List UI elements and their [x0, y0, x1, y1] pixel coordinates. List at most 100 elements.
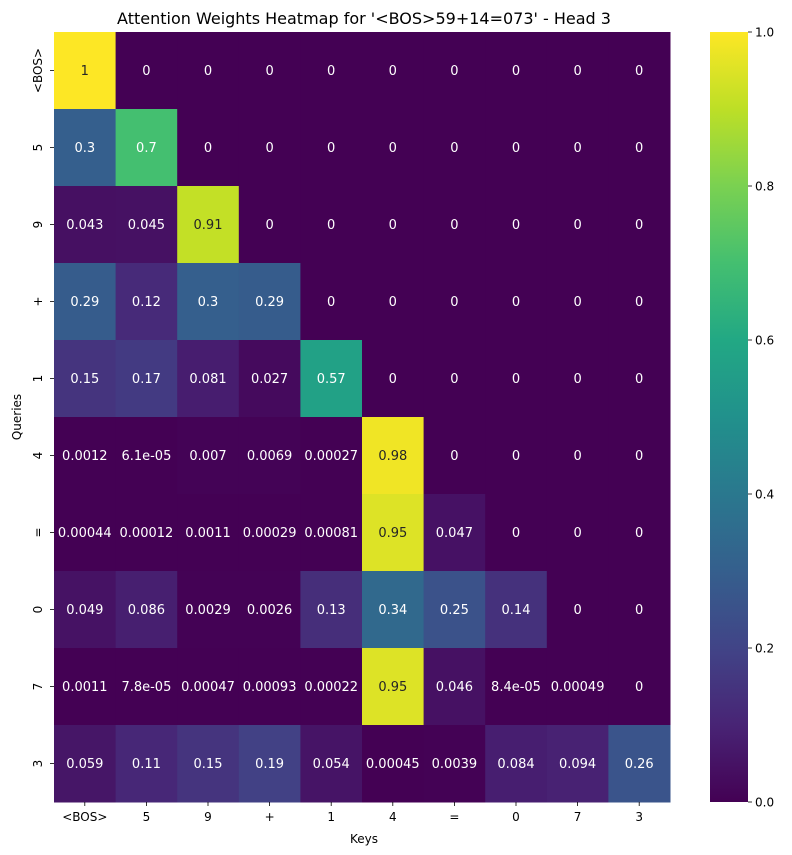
heatmap-cell — [485, 32, 548, 110]
cell-value-label: 0 — [204, 64, 212, 79]
heatmap-cell-labels: 1 0 0 0 0 0 0 0 0 0 0.3 0.7 0 0 0 0 0 0 0 0 0.043 0.045 0.91 0 0… — [58, 64, 654, 772]
heatmap-cell — [115, 417, 178, 495]
heatmap-cell — [54, 32, 117, 110]
cell-value-label: 0 — [512, 372, 520, 387]
y-tick-label: <BOS> — [31, 48, 45, 93]
x-tick-label: 0 — [512, 810, 520, 824]
cell-value-label: 0.0069 — [247, 449, 293, 464]
heatmap-cell — [546, 32, 609, 110]
heatmap-cell — [362, 186, 425, 264]
heatmap-cell — [300, 340, 363, 418]
heatmap-cell — [177, 109, 240, 187]
y-axis-ticks: <BOS> 5 9 +1 4 = 0 7 3 — [31, 48, 54, 767]
cell-value-label: 0 — [389, 64, 397, 79]
heatmap-cell — [485, 648, 548, 726]
heatmap-cell — [238, 263, 301, 341]
cell-value-label: 0.12 — [132, 295, 161, 310]
heatmap-cell — [608, 494, 671, 572]
heatmap-cell — [300, 571, 363, 649]
x-tick-label: = — [449, 810, 459, 824]
cell-value-label: 0.049 — [66, 603, 103, 618]
heatmap-cell — [423, 648, 486, 726]
cell-value-label: 0.95 — [378, 680, 407, 695]
heatmap-cell — [115, 725, 178, 803]
x-tick-label: 4 — [389, 810, 397, 824]
colorbar-tick-label: 0.2 — [755, 642, 774, 656]
x-tick-label: <BOS> — [62, 810, 107, 824]
cell-value-label: 0.13 — [317, 603, 346, 618]
cell-value-label: 0 — [635, 141, 643, 156]
heatmap-cell — [300, 32, 363, 110]
cell-value-label: 0.19 — [255, 757, 284, 772]
chart-title: Attention Weights Heatmap for '<BOS>59+1… — [117, 9, 611, 28]
heatmap-cell — [423, 340, 486, 418]
heatmap-cell — [54, 725, 117, 803]
cell-value-label: 0 — [389, 141, 397, 156]
heatmap-cell — [300, 494, 363, 572]
cell-value-label: 0.26 — [625, 757, 654, 772]
colorbar-tick-label: 0.6 — [755, 334, 774, 348]
cell-value-label: 0 — [450, 141, 458, 156]
y-tick-label: 3 — [31, 760, 45, 768]
cell-value-label: 0.047 — [436, 526, 473, 541]
cell-value-label: 0.3 — [74, 141, 95, 156]
heatmap-cell — [177, 32, 240, 110]
cell-value-label: 0 — [450, 64, 458, 79]
heatmap-cell — [362, 263, 425, 341]
colorbar-tick-label: 0.0 — [755, 796, 774, 810]
cell-value-label: 0.7 — [136, 141, 157, 156]
heatmap-cell — [485, 725, 548, 803]
cell-value-label: 0.29 — [255, 295, 284, 310]
heatmap-cells — [54, 32, 671, 803]
y-axis-label: Queries — [10, 394, 24, 440]
cell-value-label: 0 — [389, 295, 397, 310]
x-tick-label: 3 — [635, 810, 643, 824]
heatmap-cell — [238, 417, 301, 495]
colorbar-tick-label: 0.4 — [755, 488, 774, 502]
cell-value-label: 0.045 — [128, 218, 165, 233]
heatmap-cell — [546, 263, 609, 341]
cell-value-label: 0.14 — [502, 603, 531, 618]
cell-value-label: 0.007 — [189, 449, 226, 464]
cell-value-label: 0.081 — [189, 372, 226, 387]
heatmap-cell — [546, 571, 609, 649]
cell-value-label: 0 — [142, 64, 150, 79]
heatmap-cell — [238, 32, 301, 110]
colorbar-tick-label: 1.0 — [755, 26, 774, 40]
cell-value-label: 0.00047 — [181, 680, 235, 695]
cell-value-label: 0.046 — [436, 680, 473, 695]
x-axis-ticks: <BOS> 5 9 +1 4 = 0 7 3 — [62, 802, 643, 824]
cell-value-label: 0.17 — [132, 372, 161, 387]
x-tick-label: 1 — [327, 810, 335, 824]
heatmap-cell — [177, 725, 240, 803]
x-tick-label: 5 — [143, 810, 151, 824]
heatmap-cell — [115, 263, 178, 341]
heatmap-cell — [485, 571, 548, 649]
heatmap-cell — [54, 571, 117, 649]
cell-value-label: 0 — [512, 449, 520, 464]
cell-value-label: 0 — [450, 449, 458, 464]
cell-value-label: 0 — [573, 141, 581, 156]
cell-value-label: 0 — [512, 141, 520, 156]
cell-value-label: 0 — [635, 372, 643, 387]
heatmap-cell — [608, 186, 671, 264]
heatmap-cell — [177, 648, 240, 726]
heatmap-cell — [300, 186, 363, 264]
cell-value-label: 0.027 — [251, 372, 288, 387]
y-tick-label: 5 — [31, 144, 45, 152]
heatmap-cell — [608, 571, 671, 649]
cell-value-label: 0.094 — [559, 757, 596, 772]
cell-value-label: 0 — [635, 449, 643, 464]
heatmap-cell — [362, 725, 425, 803]
heatmap-cell — [54, 417, 117, 495]
cell-value-label: 0 — [635, 218, 643, 233]
heatmap-cell — [238, 186, 301, 264]
cell-value-label: 0 — [327, 64, 335, 79]
heatmap-cell — [608, 648, 671, 726]
cell-value-label: 0 — [573, 603, 581, 618]
cell-value-label: 0 — [573, 526, 581, 541]
cell-value-label: 0 — [450, 218, 458, 233]
heatmap-cell — [423, 263, 486, 341]
cell-value-label: 0 — [327, 141, 335, 156]
